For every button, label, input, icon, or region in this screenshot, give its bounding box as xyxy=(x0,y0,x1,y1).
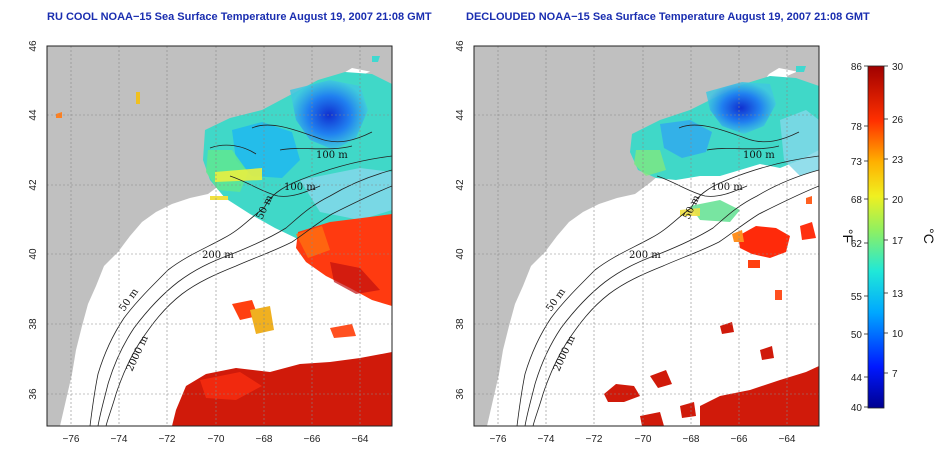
celsius-tick: 23 xyxy=(892,155,904,166)
left-y-tick: 44 xyxy=(28,109,39,121)
right-y-tick: 36 xyxy=(455,388,466,400)
right-y-axis: 36 38 40 42 44 46 xyxy=(455,40,466,400)
right-x-tick: −74 xyxy=(538,434,555,445)
left-land-area xyxy=(47,46,392,426)
left-x-tick: −66 xyxy=(304,434,321,445)
fahrenheit-tick: 86 xyxy=(851,62,863,73)
fahrenheit-unit-label: °F xyxy=(840,229,856,243)
left-y-tick: 46 xyxy=(28,40,39,52)
fahrenheit-tick: 62 xyxy=(851,239,863,250)
right-contour-label-100m: 100 m xyxy=(743,150,775,161)
colorbar: 86 78 73 68 62 55 50 44 40 xyxy=(840,62,937,414)
left-x-tick: −74 xyxy=(111,434,128,445)
right-x-tick: −72 xyxy=(586,434,603,445)
left-map-frame xyxy=(46,45,393,427)
right-y-tick: 38 xyxy=(455,318,466,330)
fahrenheit-tick: 78 xyxy=(851,122,863,133)
right-x-tick: −76 xyxy=(490,434,507,445)
right-map-title: DECLOUDED NOAA−15 Sea Surface Temperatur… xyxy=(466,11,870,23)
right-map-panel: 100 m 100 m 50 m 200 m 50 m 2000 m −76 −… xyxy=(455,40,820,445)
right-contour-label-200m: 200 m xyxy=(629,250,661,261)
left-y-tick: 38 xyxy=(28,318,39,330)
right-y-tick: 46 xyxy=(455,40,466,52)
right-sst-warm-eddy xyxy=(738,226,790,258)
right-sst-southern-warm xyxy=(700,366,819,426)
celsius-tick: 17 xyxy=(892,236,904,247)
left-x-tick: −72 xyxy=(159,434,176,445)
fahrenheit-tick: 50 xyxy=(851,330,863,341)
fahrenheit-tick: 40 xyxy=(851,403,863,414)
right-x-tick: −66 xyxy=(731,434,748,445)
celsius-tick: 13 xyxy=(892,289,904,300)
celsius-tick: 10 xyxy=(892,329,904,340)
right-y-tick: 44 xyxy=(455,109,466,121)
celsius-tick: 26 xyxy=(892,115,904,126)
celsius-tick: 7 xyxy=(892,369,898,380)
colorbar-gradient xyxy=(867,65,885,409)
celsius-tick: 20 xyxy=(892,195,904,206)
right-map-frame xyxy=(473,45,820,427)
right-y-tick: 40 xyxy=(455,248,466,260)
colorbar-celsius-ticks: 30 26 23 20 17 13 10 7 xyxy=(892,62,904,380)
left-x-axis: −76 −74 −72 −70 −68 −66 −64 xyxy=(63,434,369,445)
colorbar-fahrenheit-ticks: 86 78 73 68 62 55 50 44 40 xyxy=(851,62,863,414)
right-x-tick: −70 xyxy=(635,434,652,445)
left-x-tick: −76 xyxy=(63,434,80,445)
left-contour-label-200m: 200 m xyxy=(202,250,234,261)
left-contour-label-100m-2: 100 m xyxy=(284,182,316,193)
left-map-panel: 100 m 100 m 50 m 200 m 50 m 2000 m −76 −… xyxy=(28,40,393,445)
celsius-tick: 30 xyxy=(892,62,904,73)
right-land-area xyxy=(474,46,819,426)
right-x-tick: −68 xyxy=(683,434,700,445)
left-y-axis: 36 38 40 42 44 46 xyxy=(28,40,39,400)
left-x-tick: −64 xyxy=(352,434,369,445)
left-y-tick: 42 xyxy=(28,179,39,191)
left-grid-lines xyxy=(47,46,392,426)
right-x-tick: −64 xyxy=(779,434,796,445)
right-y-tick: 42 xyxy=(455,179,466,191)
right-x-axis: −76 −74 −72 −70 −68 −66 −64 xyxy=(490,434,796,445)
left-map-title: RU COOL NOAA−15 Sea Surface Temperature … xyxy=(47,11,432,23)
fahrenheit-tick: 44 xyxy=(851,373,863,384)
left-y-tick: 40 xyxy=(28,248,39,260)
right-grid-lines xyxy=(474,46,819,426)
left-y-tick: 36 xyxy=(28,388,39,400)
left-contour-label-100m: 100 m xyxy=(316,150,348,161)
right-contour-label-100m-2: 100 m xyxy=(711,182,743,193)
fahrenheit-tick: 68 xyxy=(851,195,863,206)
fahrenheit-tick: 55 xyxy=(851,292,863,303)
celsius-unit-label: °C xyxy=(921,228,937,244)
left-sst-southern-warm xyxy=(172,352,392,426)
left-x-tick: −68 xyxy=(256,434,273,445)
fahrenheit-tick: 73 xyxy=(851,157,863,168)
left-x-tick: −70 xyxy=(208,434,225,445)
